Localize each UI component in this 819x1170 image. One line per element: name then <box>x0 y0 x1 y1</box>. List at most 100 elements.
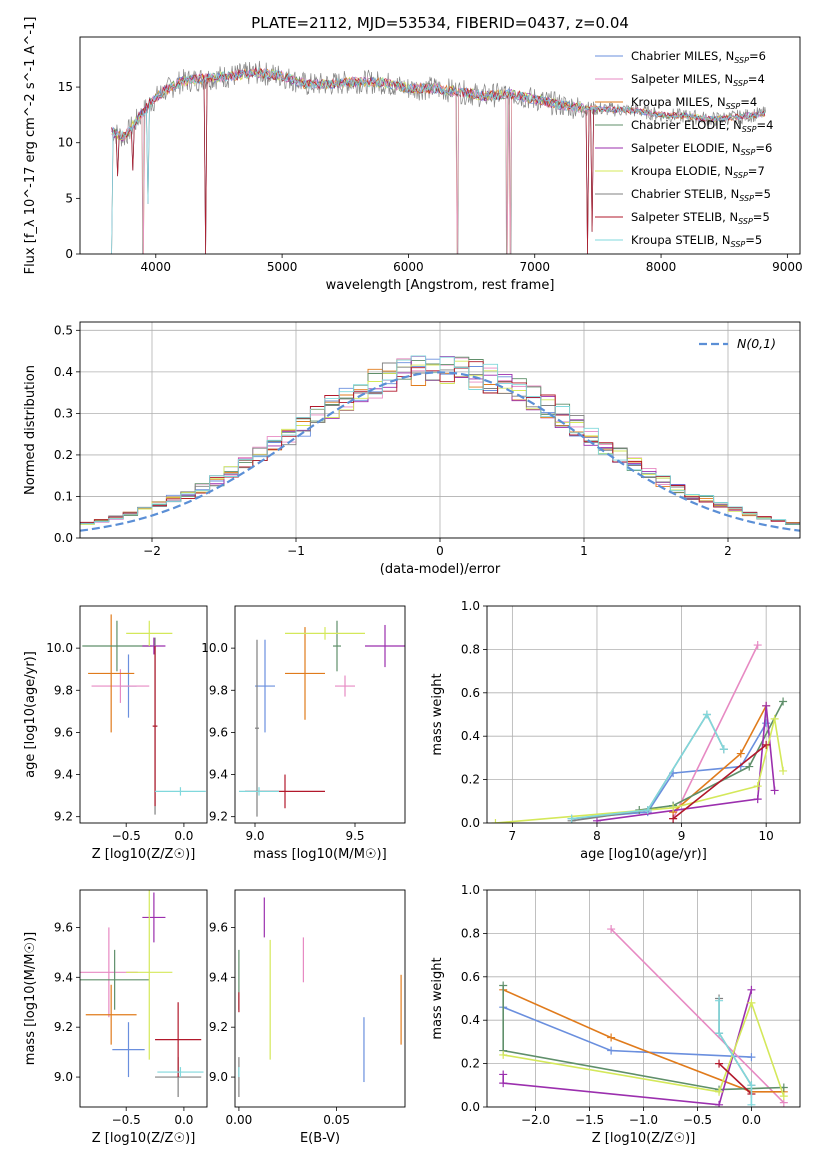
weight-marker <box>715 1087 724 1096</box>
plot-area <box>80 890 204 1098</box>
y-tick-label: 9.4 <box>209 768 228 782</box>
y-tick-label: 1.0 <box>461 883 480 897</box>
weight-marker <box>499 1079 508 1088</box>
weight-marker <box>669 814 678 823</box>
legend-eq: = <box>754 187 764 201</box>
legend-model: Salpeter ELODIE <box>631 141 725 155</box>
panel-mass_vs_Z: −0.5 0.0 9.0 9.2 9.4 9.6 Z [log10(Z/Z☉)] mass [… <box>23 889 208 1146</box>
weight-marker <box>762 740 771 749</box>
legend-label: Chabrier ELODIE, NSSP=4 <box>631 118 773 134</box>
weight-marker <box>747 1100 756 1107</box>
legend-sub: SSP <box>733 79 748 88</box>
plot-area <box>487 890 800 1107</box>
y-tick-label: 9.2 <box>54 810 73 824</box>
y-tick-label: 0.6 <box>461 686 480 700</box>
y-tick-label: 0.8 <box>461 642 480 656</box>
legend-n: , N <box>725 141 741 155</box>
weight-marker <box>753 795 762 804</box>
legend-sub: SSP <box>738 217 753 226</box>
x-axis-label: E(B-V) <box>300 1131 340 1146</box>
legend-sub: SSP <box>741 148 756 157</box>
y-tick-label: 9.8 <box>209 683 228 697</box>
y-tick-label: 9.4 <box>209 970 228 984</box>
axes-frame <box>79 321 801 539</box>
y-tick-label: 9.4 <box>54 768 73 782</box>
legend-sub: SSP <box>742 125 757 134</box>
y-tick-label: 0.0 <box>461 1100 480 1114</box>
legend-n: , N <box>717 72 733 86</box>
legend-n: , N <box>723 187 739 201</box>
y-tick-label: 9.0 <box>209 1070 228 1084</box>
y-tick-label: 0.4 <box>54 365 73 379</box>
plot-area <box>80 322 800 538</box>
weight-line <box>571 712 725 820</box>
x-tick-label: 0 <box>436 544 444 558</box>
weight-marker <box>491 819 500 823</box>
weight-marker <box>736 749 745 758</box>
y-axis-label: Flux [f_λ 10^-17 erg cm^-2 s^-1 A^-1] <box>23 17 38 275</box>
x-tick-label: 5000 <box>267 260 298 274</box>
weight-marker <box>499 1050 508 1059</box>
panel-spectrum: 4000 5000 6000 7000 8000 9000 0 5 10 15 wavelength… <box>23 17 803 293</box>
panel-weight_vs_age: 7 8 9 10 0.0 0.2 0.4 0.6 0.8 1.0 age [log10(age/yr… <box>430 599 801 862</box>
legend-label: Kroupa STELIB, NSSP=5 <box>631 233 762 249</box>
y-tick-label: 0.4 <box>461 729 480 743</box>
plot-area <box>111 60 766 254</box>
weight-marker <box>762 719 771 728</box>
weight-line <box>639 701 784 811</box>
panel-weight_vs_Z: −2.0 −1.5 −1.0 −0.5 0.0 0.0 0.2 0.4 0.6 0.8 1.0 Z [… <box>430 883 801 1146</box>
x-tick-label: 9.0 <box>245 829 264 843</box>
y-tick-label: 1.0 <box>461 599 480 613</box>
legend-nssp: 5 <box>755 233 762 247</box>
axes-frame <box>79 36 801 255</box>
weight-marker <box>770 714 779 723</box>
legend-model: Chabrier MILES <box>631 49 718 63</box>
x-axis-label: Z [log10(Z/Z☉)] <box>92 847 196 862</box>
weight-marker <box>499 981 508 990</box>
axes-frame <box>79 889 208 1108</box>
x-tick-label: −0.5 <box>112 829 141 843</box>
y-tick-label: 0.2 <box>461 773 480 787</box>
plot-area <box>238 897 402 1098</box>
legend-eq: = <box>749 49 759 63</box>
x-tick-label: 10 <box>759 829 774 843</box>
spectrum-line <box>111 68 766 254</box>
legend-n: , N <box>722 210 738 224</box>
weight-marker <box>715 1059 724 1068</box>
y-tick-label: 0.4 <box>461 1013 480 1027</box>
x-tick-label: 2 <box>724 544 732 558</box>
legend-eq: = <box>748 72 758 86</box>
weight-line <box>503 1000 785 1097</box>
weight-line <box>571 722 767 820</box>
x-tick-label: −1.5 <box>575 1113 604 1127</box>
weight-marker <box>715 1029 724 1038</box>
legend-n: , N <box>717 164 733 178</box>
legend-model: Salpeter STELIB <box>631 210 722 224</box>
normal-curve <box>80 371 800 532</box>
weight-marker <box>567 814 576 823</box>
legend-eq: = <box>757 118 767 132</box>
spectrum-line <box>111 67 766 254</box>
legend-model: Kroupa MILES <box>631 95 710 109</box>
plot-area <box>239 620 405 817</box>
y-axis-label: Normed distribution <box>23 365 38 495</box>
y-tick-label: 9.0 <box>54 1070 73 1084</box>
legend-n: , N <box>726 118 742 132</box>
y-tick-label: 9.6 <box>54 920 73 934</box>
y-tick-label: 0.1 <box>54 489 73 503</box>
x-axis-label: Z [log10(Z/Z☉)] <box>592 1131 696 1146</box>
legend-sub: SSP <box>731 240 746 249</box>
weight-line <box>672 744 767 820</box>
axes-frame <box>486 605 801 824</box>
y-axis-label: mass [log10(M/M☉)] <box>23 932 38 1065</box>
legend-model: Chabrier ELODIE <box>631 118 726 132</box>
legend-n: , N <box>718 49 734 63</box>
weight-marker <box>753 782 762 791</box>
weight-line <box>718 1063 752 1095</box>
x-tick-label: −1 <box>287 544 305 558</box>
axes-frame <box>234 889 406 1108</box>
y-tick-label: 9.6 <box>209 920 228 934</box>
weight-marker <box>715 1100 724 1107</box>
weight-marker <box>607 925 616 934</box>
legend-label: Kroupa ELODIE, NSSP=7 <box>631 164 765 180</box>
